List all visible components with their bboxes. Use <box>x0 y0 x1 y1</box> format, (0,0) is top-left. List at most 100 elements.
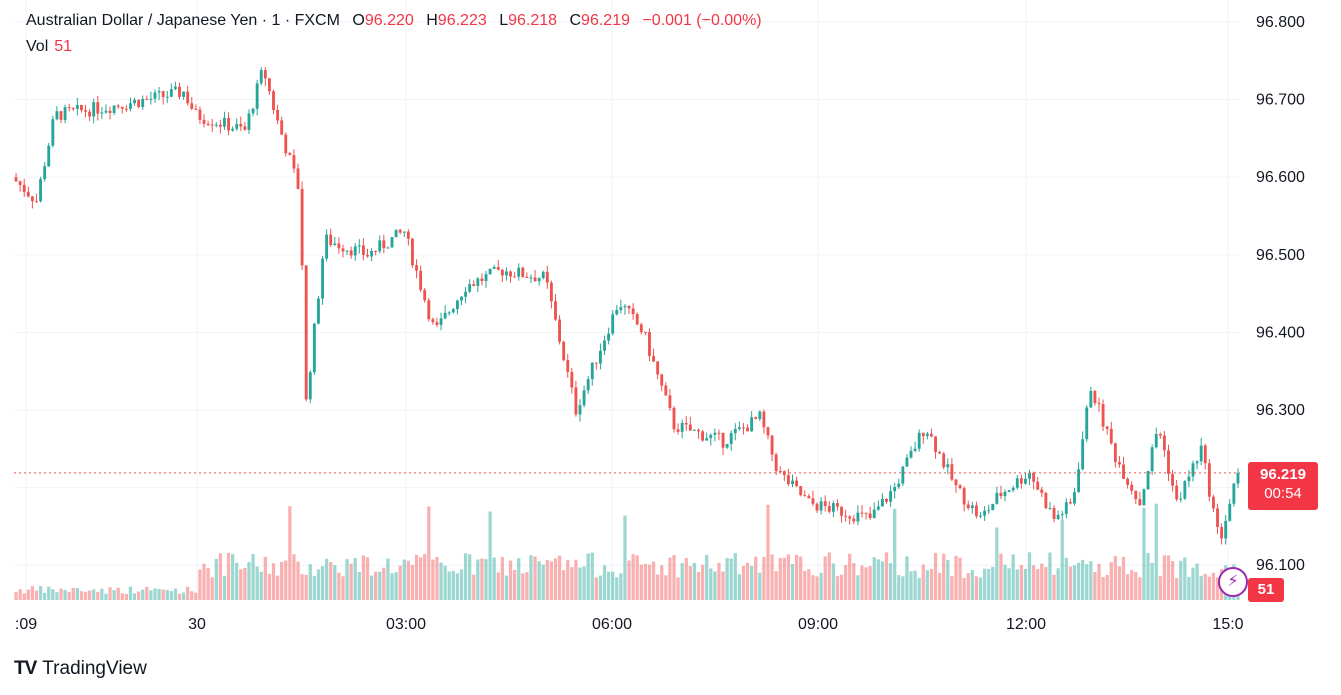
volume-bar <box>198 569 202 600</box>
candle-body <box>791 480 794 485</box>
candle-body <box>774 454 778 472</box>
candle-body <box>14 177 18 182</box>
candle-body <box>1228 503 1232 521</box>
volume-bar <box>329 562 333 600</box>
volume-bar <box>423 554 427 600</box>
volume-bar <box>684 558 688 600</box>
volume-bar <box>304 574 308 600</box>
volume-bar <box>508 560 513 600</box>
volume-bar <box>700 564 705 600</box>
high-label: H <box>426 12 438 29</box>
volume-bar <box>51 589 55 600</box>
volume-bar <box>463 553 468 600</box>
candle-body <box>1011 487 1015 491</box>
volume-bar <box>14 592 18 600</box>
volume-bar <box>108 587 112 600</box>
low-label: L <box>499 12 509 29</box>
lightning-icon[interactable]: ⚡ <box>1218 567 1248 597</box>
candle-body <box>145 98 149 100</box>
volume-bar <box>382 567 386 600</box>
candle-body <box>468 284 472 292</box>
volume-bar <box>288 506 292 600</box>
volume-bar <box>369 575 374 600</box>
volume-bar <box>214 558 218 600</box>
candle-body <box>276 110 280 121</box>
candle-body <box>844 515 848 517</box>
volume-bar <box>320 566 325 600</box>
candle-body <box>304 265 308 400</box>
volume-bar <box>1064 557 1068 600</box>
candle-body <box>795 480 799 487</box>
volume-bar <box>398 565 402 600</box>
candle-body <box>133 99 136 104</box>
volume-bar <box>202 563 206 600</box>
volume-bar <box>529 555 533 600</box>
volume-bar <box>402 559 406 600</box>
volume-bar <box>705 554 709 600</box>
volume-label[interactable]: Vol <box>26 38 49 55</box>
volume-bar <box>149 590 153 600</box>
candle-body <box>247 113 251 130</box>
candle-body <box>1216 508 1219 528</box>
volume-bar <box>1162 555 1167 600</box>
candle-body <box>778 471 782 473</box>
volume-bar <box>590 552 594 600</box>
volume-bar <box>1113 556 1117 600</box>
candle-body <box>815 503 819 511</box>
volume-legend: Vol 51 <box>26 38 72 56</box>
volume-bar <box>619 573 623 600</box>
candle-body <box>157 91 161 93</box>
candle-body <box>71 108 75 110</box>
candle-body <box>55 111 59 120</box>
volume-bar <box>525 572 529 600</box>
candle-body <box>100 112 104 114</box>
candle-body <box>921 432 925 437</box>
volume-bar <box>1048 552 1052 600</box>
candle-body <box>75 105 79 109</box>
volume-bar <box>173 588 178 600</box>
volume-bar <box>803 570 807 600</box>
candle-body <box>153 92 157 99</box>
volume-bar <box>537 561 541 600</box>
volume-bar <box>361 555 366 600</box>
volume-bar <box>92 589 96 600</box>
candle-body <box>137 99 141 107</box>
volume-bar <box>762 556 766 600</box>
volume-bar <box>598 575 603 600</box>
volume-bar <box>75 588 79 600</box>
candle-body <box>435 322 439 325</box>
tradingview-brand[interactable]: TV TradingView <box>14 658 147 680</box>
candle-body <box>300 188 304 266</box>
candle-body <box>214 124 218 126</box>
volume-bar <box>1027 552 1032 600</box>
candle-body <box>476 278 480 286</box>
volume-bar <box>647 564 652 600</box>
volume-bar <box>308 564 312 600</box>
volume-bar <box>337 572 341 600</box>
volume-bar <box>1109 562 1113 600</box>
candle-body <box>406 231 410 239</box>
volume-bar <box>1199 575 1203 600</box>
volume-bar <box>500 556 504 600</box>
candle-body <box>876 506 880 510</box>
volume-bar <box>410 564 415 600</box>
volume-bar <box>574 559 578 600</box>
candle-body <box>872 509 876 518</box>
candle-body <box>627 305 631 309</box>
candle-body <box>129 103 132 109</box>
candle-body <box>231 128 235 131</box>
volume-bar <box>1195 563 1199 600</box>
candle-body <box>840 506 843 516</box>
candle-body <box>1224 520 1228 539</box>
volume-bar <box>790 564 795 600</box>
symbol-name[interactable]: Australian Dollar / Japanese Yen · 1 · F… <box>26 12 340 29</box>
volume-bar <box>831 563 836 600</box>
candle-body <box>235 124 239 129</box>
candle-body <box>970 505 974 509</box>
volume-bar <box>271 563 276 600</box>
volume-bar <box>210 577 214 600</box>
candle-body <box>570 371 574 388</box>
volume-bar <box>443 565 447 600</box>
candle-body <box>284 134 288 154</box>
